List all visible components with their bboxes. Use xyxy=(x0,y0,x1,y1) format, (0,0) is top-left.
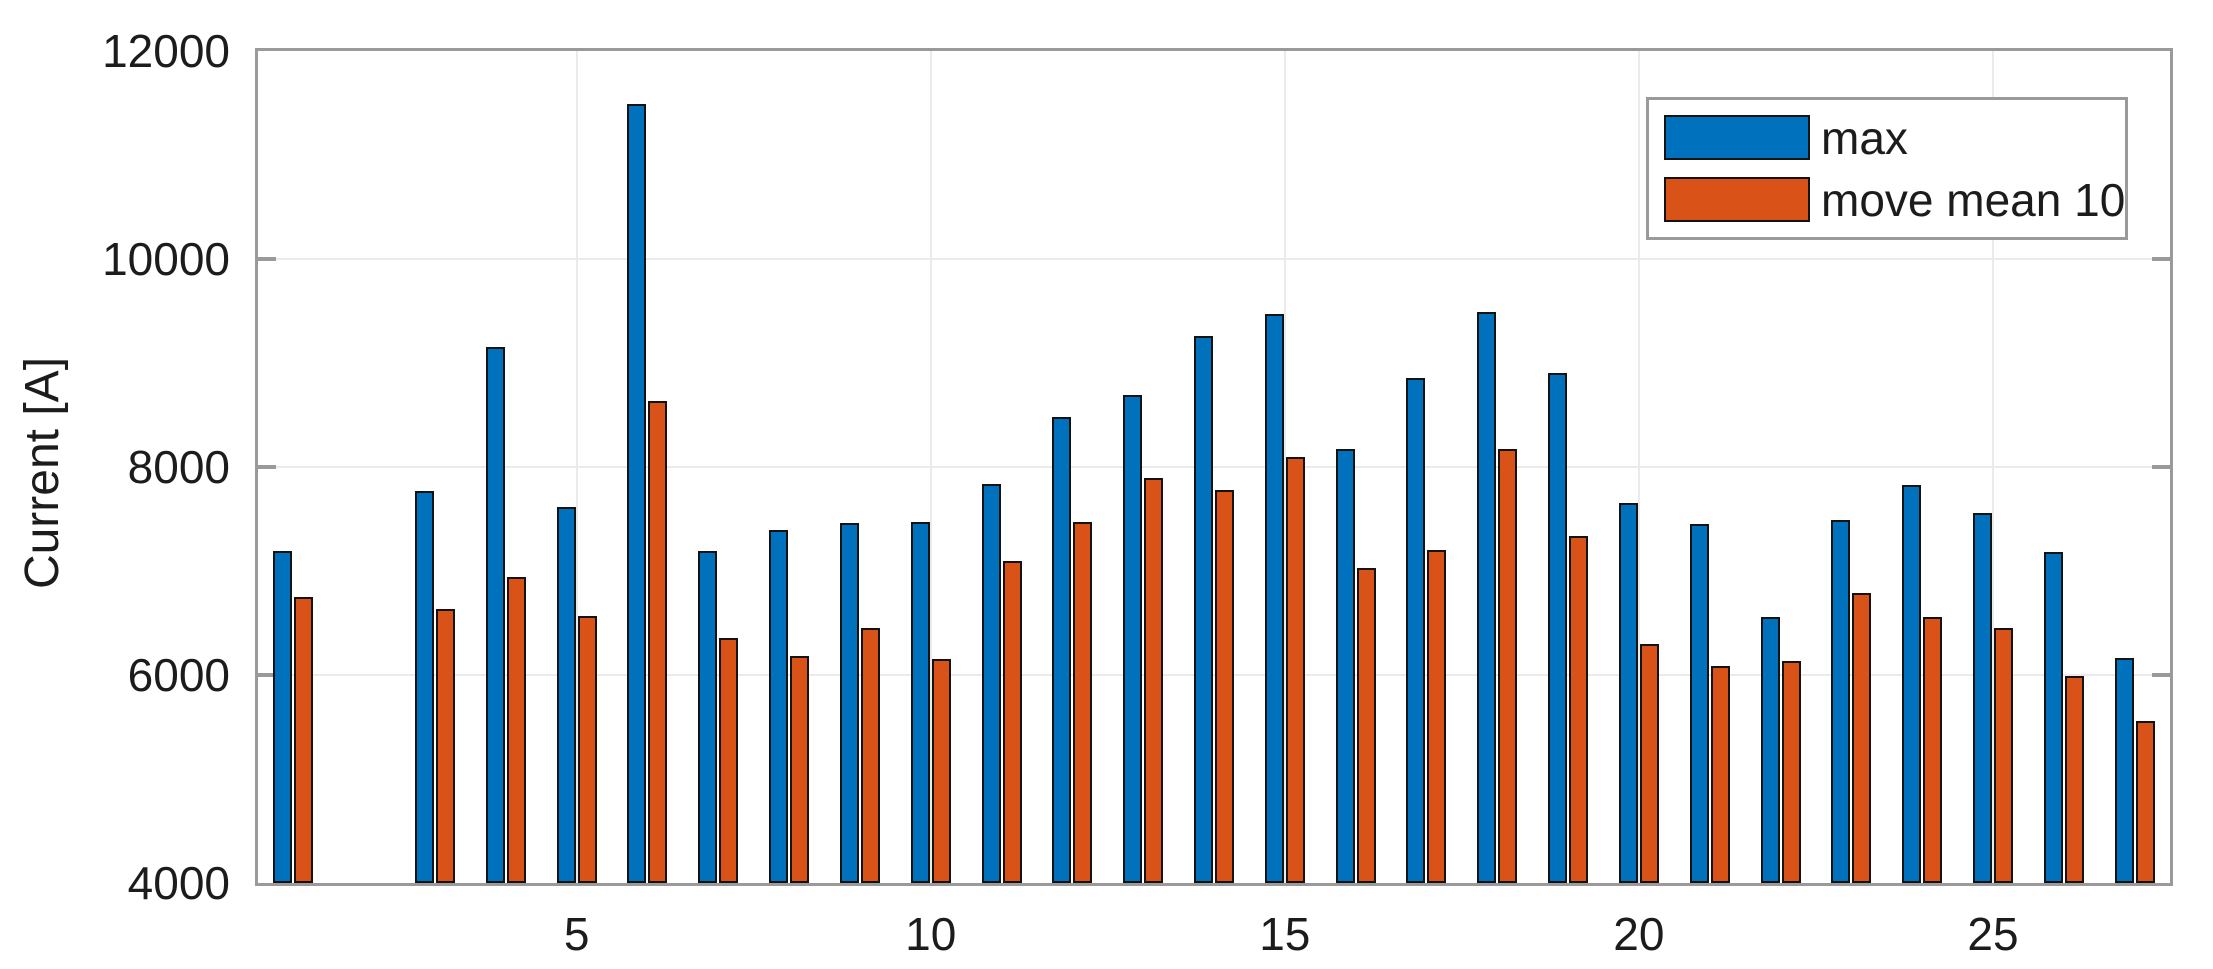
y-tick-label-12000: 12000 xyxy=(102,25,230,77)
bar-max-25 xyxy=(1972,512,1992,883)
legend-item-max: max xyxy=(1649,111,2125,164)
bar-max-14 xyxy=(1194,335,1213,883)
bar-move-mean-8 xyxy=(790,656,810,883)
bar-max-21 xyxy=(1689,524,1709,883)
v-gridline-25 xyxy=(1991,51,1994,883)
bar-max-23 xyxy=(1831,520,1851,883)
bar-max-18 xyxy=(1477,312,1497,883)
bar-move-mean-6 xyxy=(648,401,668,883)
y-tick-label-8000: 8000 xyxy=(127,441,230,493)
y-tick-label-10000: 10000 xyxy=(102,233,230,285)
bar-max-4 xyxy=(485,347,505,883)
v-gridline-5 xyxy=(575,51,578,883)
bar-move-mean-22 xyxy=(1781,661,1801,883)
bar-max-26 xyxy=(2043,552,2063,883)
legend-swatch-max-icon xyxy=(1664,115,1810,160)
bar-move-mean-12 xyxy=(1073,522,1093,883)
bar-move-mean-9 xyxy=(860,628,880,883)
h-gridline-6000 xyxy=(258,674,2170,676)
bar-move-mean-17 xyxy=(1427,550,1447,883)
bar-move-mean-13 xyxy=(1144,478,1164,883)
bar-max-8 xyxy=(769,530,789,883)
bar-move-mean-3 xyxy=(436,609,456,883)
h-gridline-8000 xyxy=(258,466,2170,468)
bar-move-mean-14 xyxy=(1215,489,1234,883)
h-gridline-10000 xyxy=(258,258,2170,260)
bar-move-mean-7 xyxy=(719,637,739,883)
bar-max-24 xyxy=(1902,484,1922,883)
bar-max-6 xyxy=(627,104,647,883)
y-tick-right-8000 xyxy=(2152,465,2170,469)
bar-max-22 xyxy=(1760,616,1780,883)
bar-max-12 xyxy=(1052,417,1072,883)
bar-max-5 xyxy=(556,506,576,883)
bar-move-mean-18 xyxy=(1498,449,1518,883)
v-gridline-10 xyxy=(929,51,932,883)
bar-move-mean-21 xyxy=(1710,665,1730,883)
y-tick-right-10000 xyxy=(2152,257,2170,261)
y-tick-left-10000 xyxy=(258,257,276,261)
bar-max-20 xyxy=(1618,503,1638,883)
bar-move-mean-1 xyxy=(294,597,314,883)
bar-move-mean-27 xyxy=(2135,720,2155,883)
bar-max-7 xyxy=(698,551,718,883)
bar-move-mean-15 xyxy=(1285,456,1305,883)
bar-move-mean-5 xyxy=(577,615,597,883)
v-gridline-20 xyxy=(1637,51,1640,883)
bar-max-15 xyxy=(1264,314,1284,883)
v-gridline-15 xyxy=(1283,51,1286,883)
x-tick-label-5: 5 xyxy=(563,908,590,960)
x-tick-label-10: 10 xyxy=(905,908,957,960)
y-tick-label-6000: 6000 xyxy=(127,649,230,701)
bar-max-3 xyxy=(415,490,435,883)
bar-max-11 xyxy=(981,483,1001,883)
legend-label-max: max xyxy=(1821,111,1908,164)
x-tick-label-15: 15 xyxy=(1259,908,1311,960)
legend-item-move-mean: move mean 10 xyxy=(1649,173,2126,226)
y-tick-left-8000 xyxy=(258,465,276,469)
legend: max move mean 10 xyxy=(1646,97,2128,240)
bar-max-27 xyxy=(2114,658,2134,883)
y-tick-right-6000 xyxy=(2152,673,2170,677)
bar-move-mean-4 xyxy=(506,577,526,883)
legend-label-move-mean: move mean 10 xyxy=(1821,173,2126,226)
bar-move-mean-16 xyxy=(1356,567,1376,883)
bar-move-mean-25 xyxy=(1993,628,2013,883)
bar-move-mean-24 xyxy=(1923,616,1943,883)
bar-move-mean-20 xyxy=(1639,643,1659,883)
bar-max-17 xyxy=(1406,377,1426,883)
bar-max-16 xyxy=(1335,449,1355,883)
bar-move-mean-19 xyxy=(1569,535,1589,883)
bar-max-13 xyxy=(1123,395,1143,883)
bar-max-9 xyxy=(839,523,859,883)
legend-swatch-move-mean-icon xyxy=(1664,177,1810,222)
bar-max-1 xyxy=(273,551,293,883)
bar-move-mean-23 xyxy=(1852,592,1872,883)
bar-move-mean-26 xyxy=(2064,676,2084,883)
x-tick-label-25: 25 xyxy=(1967,908,2019,960)
bar-max-19 xyxy=(1548,373,1568,883)
bar-move-mean-10 xyxy=(931,659,951,883)
bar-move-mean-11 xyxy=(1002,560,1022,883)
y-tick-left-6000 xyxy=(258,673,276,677)
x-tick-label-20: 20 xyxy=(1613,908,1665,960)
bar-max-10 xyxy=(910,522,930,883)
y-tick-label-4000: 4000 xyxy=(127,857,230,909)
